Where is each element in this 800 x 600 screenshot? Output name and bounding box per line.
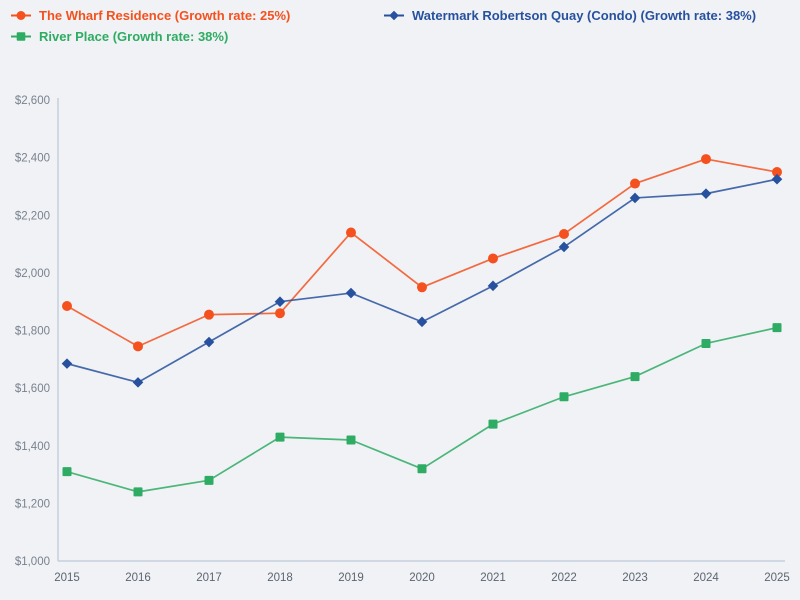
y-axis-tick-label: $1,400 [15,441,50,453]
x-axis-tick-label: 2019 [338,572,364,584]
data-point [62,467,72,477]
x-axis-tick-label: 2017 [196,572,222,584]
data-point [559,392,569,402]
data-point [274,296,286,307]
legend-label: Watermark Robertson Quay (Condo) (Growth… [412,8,757,23]
legend-item-river-place[interactable]: River Place (Growth rate: 38%) [10,29,383,44]
data-point [559,228,569,239]
data-point [417,464,427,474]
data-point [488,253,498,264]
data-point [772,323,782,333]
data-point [701,154,711,165]
series-1 [61,173,783,388]
series-line [66,178,778,384]
legend-item-wharf-residence[interactable]: The Wharf Residence (Growth rate: 25%) [10,8,383,23]
square-marker-icon [11,32,31,41]
y-axis-tick-label: $2,200 [15,210,50,222]
data-point [488,419,498,429]
y-axis-tick-label: $2,000 [15,268,50,280]
data-point [345,287,357,299]
data-point [629,192,641,204]
data-point [204,475,214,485]
x-axis-tick-label: 2016 [125,572,151,584]
data-point [16,11,26,20]
data-point [62,301,72,312]
x-axis-tick-label: 2020 [409,572,435,584]
data-point [700,188,712,199]
data-point [204,309,214,320]
y-axis-tick-label: $1,000 [15,556,50,568]
data-point [132,377,144,388]
y-axis-tick-label: $1,600 [15,383,50,395]
diamond-marker-icon [384,10,404,21]
data-point [771,173,783,185]
data-point [346,227,356,238]
data-point [203,336,215,348]
x-axis-tick-label: 2023 [622,572,648,584]
data-point [558,241,570,253]
data-point [61,358,73,369]
data-point [772,167,782,178]
data-point [701,338,711,348]
y-axis-tick-label: $2,600 [15,95,50,107]
data-point [133,487,143,497]
y-axis-tick-label: $1,800 [15,326,50,338]
x-axis-tick-label: 2015 [54,572,80,584]
data-point [275,308,285,319]
data-point [630,178,640,189]
x-axis-tick-label: 2025 [764,572,790,584]
legend-item-watermark-robertson-quay[interactable]: Watermark Robertson Quay (Condo) (Growth… [383,8,756,23]
data-point [275,432,285,442]
x-axis-tick-label: 2021 [480,572,506,584]
data-point [487,280,499,292]
x-axis-tick-label: 2024 [693,572,719,584]
y-axis-tick-label: $1,200 [15,498,50,510]
data-point [417,282,427,293]
data-point [133,341,143,352]
chart-legend: The Wharf Residence (Growth rate: 25%) W… [10,8,756,44]
series-2 [62,323,782,497]
data-point [416,316,428,328]
x-axis-tick-label: 2018 [267,572,293,584]
data-point [346,435,356,445]
series-0 [62,154,782,352]
y-axis-tick-label: $2,400 [15,153,50,165]
data-point [630,372,640,382]
data-point [389,10,399,21]
circle-marker-icon [11,11,31,20]
legend-label: River Place (Growth rate: 38%) [39,29,229,44]
data-point [16,32,26,41]
x-axis-tick-label: 2022 [551,572,577,584]
legend-label: The Wharf Residence (Growth rate: 25%) [39,8,291,23]
